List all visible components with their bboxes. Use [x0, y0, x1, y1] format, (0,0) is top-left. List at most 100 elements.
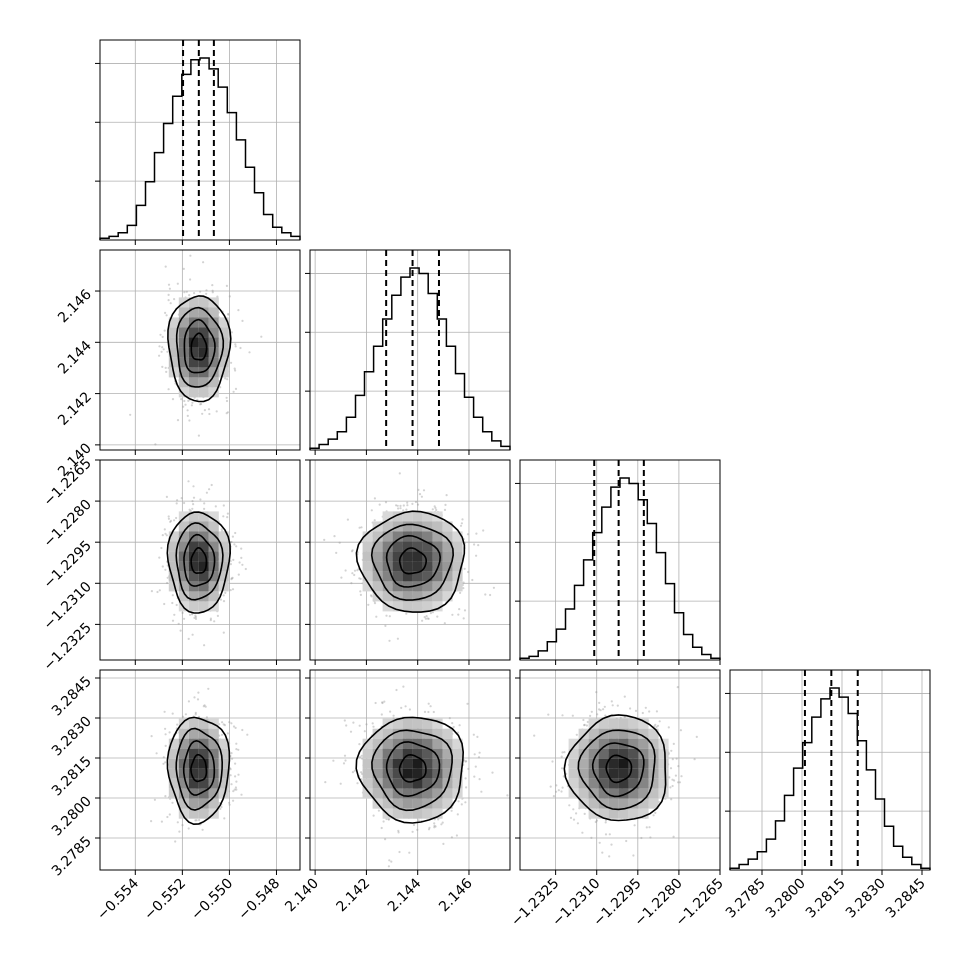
- density-cell: [198, 758, 209, 769]
- density-cell: [422, 748, 433, 759]
- sample-point: [201, 828, 204, 831]
- density-cell: [392, 768, 403, 779]
- sample-point: [165, 314, 168, 317]
- density-cell: [198, 367, 209, 378]
- density-cell: [422, 581, 433, 592]
- sample-point: [231, 757, 234, 760]
- sample-point: [183, 501, 186, 505]
- sample-point: [188, 294, 191, 297]
- sample-point: [440, 823, 443, 826]
- sample-point: [200, 402, 203, 406]
- sample-point: [195, 819, 198, 822]
- sample-point: [408, 851, 411, 854]
- sample-point: [608, 855, 611, 858]
- density-cell: [422, 601, 433, 612]
- sample-point: [387, 818, 390, 821]
- sample-point: [450, 836, 453, 839]
- density-cell: [382, 778, 393, 789]
- density-cell: [422, 571, 433, 582]
- sample-point: [372, 814, 375, 817]
- sample-point: [231, 588, 235, 591]
- sample-point: [182, 267, 185, 270]
- sample-point: [640, 836, 643, 840]
- sample-point: [388, 639, 391, 642]
- sample-point: [221, 721, 224, 724]
- sample-point: [397, 829, 400, 832]
- density-cell: [392, 551, 403, 562]
- sample-point: [349, 730, 353, 733]
- sample-point: [230, 783, 233, 786]
- density-cell: [402, 718, 413, 729]
- sample-point: [555, 784, 558, 787]
- density-cell: [178, 317, 189, 328]
- sample-point: [557, 789, 560, 792]
- sample-point: [168, 731, 171, 734]
- density-cell: [198, 571, 209, 582]
- panel-1-1: [305, 249, 511, 455]
- sample-point: [150, 820, 153, 823]
- density-cell: [168, 748, 179, 759]
- sample-point: [667, 726, 670, 729]
- sample-point: [173, 298, 176, 301]
- density-cell: [208, 367, 219, 378]
- density-cell: [442, 748, 453, 759]
- sample-point: [188, 419, 191, 422]
- density-cell: [178, 788, 189, 799]
- sample-point: [611, 704, 614, 707]
- sample-point: [396, 504, 399, 507]
- sample-point: [356, 569, 359, 572]
- sample-point: [604, 714, 607, 717]
- x-tick-label: 2.140: [282, 876, 322, 916]
- sample-point: [150, 735, 153, 738]
- contour-line: [190, 753, 208, 783]
- density-cell: [402, 788, 413, 799]
- density-cell: [362, 551, 373, 562]
- density-cell: [442, 551, 453, 562]
- density-cell: [442, 591, 453, 602]
- sample-point: [473, 543, 476, 546]
- sample-point: [171, 712, 174, 715]
- sample-point: [671, 758, 674, 761]
- density-cell: [412, 748, 423, 759]
- density-cell: [218, 347, 229, 358]
- sample-point: [222, 515, 225, 518]
- sample-point: [474, 765, 477, 768]
- density-cell: [402, 778, 413, 789]
- density-cell: [178, 591, 189, 602]
- density-cell: [658, 748, 669, 759]
- sample-point: [180, 497, 183, 500]
- x-tick-label: 2.146: [436, 875, 476, 915]
- sample-point: [427, 710, 430, 714]
- sample-point: [652, 814, 655, 817]
- density-cell: [188, 297, 199, 308]
- density-cell: [452, 768, 463, 779]
- sample-point: [369, 594, 373, 597]
- sample-point: [234, 343, 237, 346]
- sample-point: [191, 500, 194, 503]
- panel-frame: [519, 459, 721, 661]
- y-tick-label: 2.144: [55, 338, 95, 378]
- density-cell: [422, 551, 433, 562]
- sample-point: [416, 828, 419, 832]
- sample-point: [451, 613, 454, 616]
- sample-point: [241, 319, 244, 322]
- density-cell: [208, 591, 219, 602]
- sample-point: [466, 533, 470, 536]
- sample-point: [411, 830, 414, 833]
- density-cell: [372, 531, 383, 542]
- contour-line: [398, 547, 428, 575]
- sample-point: [232, 790, 235, 793]
- density-cell: [208, 541, 219, 552]
- density-cell: [168, 778, 179, 789]
- sample-point: [360, 771, 363, 774]
- sample-point: [387, 865, 390, 868]
- sample-point: [246, 733, 249, 736]
- sample-point: [598, 701, 601, 705]
- density-cell: [372, 551, 383, 562]
- sample-point: [397, 507, 400, 510]
- sample-point: [173, 613, 176, 616]
- contour-line: [371, 729, 453, 812]
- sample-point: [167, 515, 170, 518]
- density-cell: [208, 387, 219, 398]
- sample-point: [197, 434, 200, 437]
